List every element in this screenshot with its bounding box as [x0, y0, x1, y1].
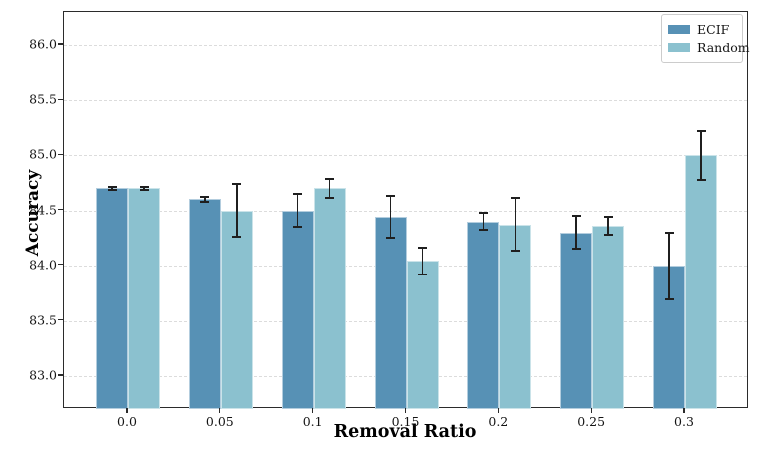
bar-random: [128, 188, 160, 409]
x-tick-label: 0.1: [302, 414, 323, 429]
error-bar-cap-top: [510, 197, 520, 200]
x-tick-mark: [683, 408, 685, 413]
error-bar-cap-bottom: [200, 200, 210, 203]
bar-ecif: [96, 188, 128, 409]
y-tick-mark: [58, 319, 63, 321]
y-tick-mark: [58, 374, 63, 376]
error-bar-line: [389, 196, 392, 239]
bar-random: [685, 155, 717, 409]
y-tick-label: 86.0: [29, 36, 57, 52]
error-bar-cap-top: [107, 186, 117, 189]
error-bar-cap-bottom: [232, 236, 242, 238]
legend-swatch-random: [668, 42, 690, 52]
y-tick-label: 84.5: [29, 202, 57, 217]
error-bar-cap-bottom: [603, 233, 613, 236]
error-bar-line: [668, 232, 670, 299]
y-tick-label: 85.0: [29, 146, 57, 162]
error-bar-cap-top: [293, 193, 303, 195]
bar-random: [313, 188, 346, 409]
error-bar-line: [482, 212, 485, 231]
error-bar-cap-top: [139, 186, 149, 189]
error-bar-cap-bottom: [107, 188, 117, 191]
legend: ECIF Random: [661, 14, 750, 64]
bar-random: [499, 224, 532, 409]
x-axis-label: Removal Ratio: [333, 422, 477, 442]
bar-ecif: [281, 210, 314, 409]
y-tick-mark: [58, 153, 63, 155]
error-bar-line: [143, 187, 145, 190]
error-bar-line: [514, 198, 517, 252]
y-tick-label: 83.0: [29, 367, 57, 383]
error-bar-cap-bottom: [478, 229, 488, 232]
y-tick-mark: [58, 208, 63, 211]
error-bar-cap-top: [664, 231, 674, 234]
error-bar-cap-top: [325, 177, 335, 180]
y-gridline: [64, 210, 747, 212]
legend-swatch-ecif: [668, 25, 690, 35]
bar-random: [406, 261, 439, 409]
x-tick-mark: [219, 408, 221, 413]
x-tick-mark: [126, 408, 128, 413]
error-bar-cap-bottom: [386, 237, 395, 240]
error-bar-line: [296, 193, 299, 228]
error-bar-cap-bottom: [696, 178, 706, 181]
error-bar-cap-top: [696, 130, 706, 133]
error-bar-line: [575, 216, 577, 250]
bar-ecif: [560, 232, 593, 409]
legend-label-ecif: ECIF: [697, 22, 730, 37]
error-bar-cap-top: [200, 196, 210, 199]
x-tick-mark: [312, 408, 314, 413]
bar-random: [592, 225, 625, 409]
bar-random: [220, 210, 253, 409]
x-tick-label: 0.2: [488, 414, 509, 429]
error-bar-cap-top: [386, 195, 395, 198]
error-bar-line: [607, 217, 609, 235]
y-tick-mark: [58, 98, 63, 100]
error-bar-line: [236, 184, 238, 237]
legend-label-random: Random: [697, 39, 750, 55]
x-tick-label: 0.3: [674, 414, 694, 429]
y-gridline: [64, 45, 747, 47]
y-tick-label: 84.0: [29, 257, 57, 273]
y-tick-mark: [58, 43, 63, 45]
legend-item-ecif: ECIF: [668, 22, 735, 38]
x-tick-label: 0.15: [391, 414, 420, 429]
error-bar-line: [111, 187, 113, 190]
error-bar-line: [204, 197, 206, 202]
bar-ecif: [188, 199, 221, 409]
x-tick-mark: [404, 408, 407, 413]
error-bar-line: [328, 178, 331, 199]
legend-item-random: Random: [668, 40, 750, 56]
error-bar-cap-top: [571, 215, 581, 217]
bar-ecif: [467, 221, 500, 409]
error-bar-cap-bottom: [510, 250, 520, 253]
error-bar-cap-top: [478, 211, 488, 214]
error-bar-cap-top: [232, 183, 242, 186]
error-bar-cap-top: [418, 247, 427, 249]
error-bar-cap-bottom: [139, 188, 149, 191]
y-tick-mark: [58, 264, 63, 266]
error-bar-line: [700, 131, 702, 180]
y-tick-label: 83.5: [29, 312, 57, 328]
error-bar-cap-bottom: [571, 248, 581, 251]
y-gridline: [64, 100, 747, 102]
y-gridline: [64, 155, 747, 157]
error-bar-cap-bottom: [418, 273, 427, 276]
plot-area: [63, 11, 748, 409]
bar-ecif: [374, 217, 407, 409]
x-tick-mark: [590, 408, 592, 413]
x-tick-label: 0.0: [117, 414, 137, 429]
error-bar-cap-bottom: [664, 297, 674, 300]
y-tick-label: 85.5: [29, 91, 57, 107]
x-tick-mark: [497, 408, 499, 413]
error-bar-cap-bottom: [293, 226, 303, 229]
error-bar-line: [421, 247, 424, 275]
error-bar-cap-bottom: [325, 197, 335, 200]
x-tick-label: 0.25: [577, 414, 606, 429]
error-bar-cap-top: [603, 216, 613, 219]
x-tick-label: 0.05: [205, 414, 234, 429]
